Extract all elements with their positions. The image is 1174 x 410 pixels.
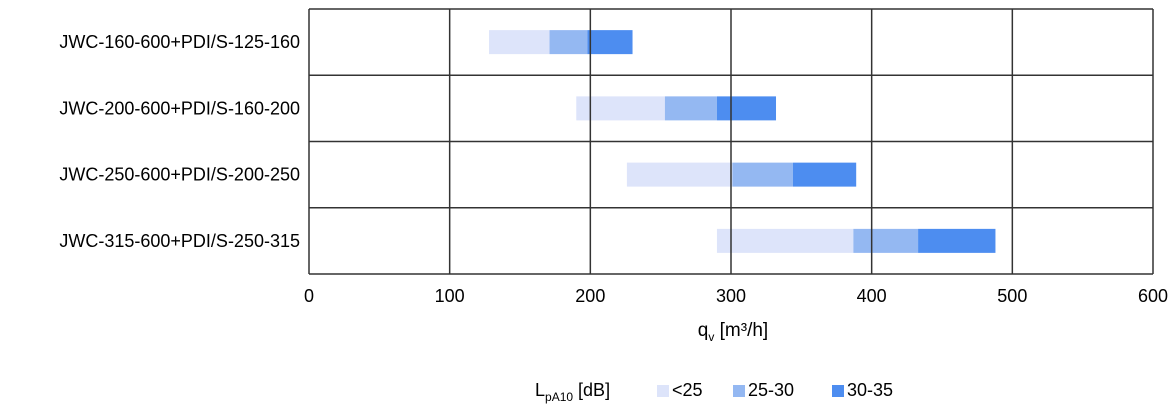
x-tick-label-2: 200: [575, 286, 605, 306]
category-label-2: JWC-200-600+PDI/S-160-200: [59, 98, 300, 118]
grid-lines: [308, 8, 1154, 275]
bar-3-segment-2: [732, 162, 793, 187]
legend-label-1: <25: [672, 380, 703, 400]
bar-3-segment-1: [626, 162, 733, 187]
legend: LpA10 [dB] <25 25-30 30-35: [535, 380, 893, 404]
category-label-1: JWC-160-600+PDI/S-125-160: [59, 32, 300, 52]
bar-1-segment-2: [549, 30, 588, 55]
category-label-3: JWC-250-600+PDI/S-200-250: [59, 165, 300, 185]
x-tick-label-1: 100: [435, 286, 465, 306]
legend-swatch-3: [832, 385, 844, 397]
bar-1-segment-1: [489, 30, 550, 55]
x-tick-label-3: 300: [716, 286, 746, 306]
category-label-4: JWC-315-600+PDI/S-250-315: [59, 231, 300, 251]
legend-swatch-1: [657, 385, 669, 397]
bar-1-segment-3: [587, 30, 633, 55]
legend-swatch-2: [733, 385, 745, 397]
category-labels: JWC-160-600+PDI/S-125-160 JWC-200-600+PDI…: [59, 32, 300, 251]
x-axis-title: qv [m³/h]: [698, 320, 768, 344]
bar-4-segment-2: [853, 228, 919, 253]
x-tick-label-0: 0: [304, 286, 314, 306]
x-tick-label-6: 600: [1138, 286, 1168, 306]
x-tick-label-4: 400: [857, 286, 887, 306]
x-tick-label-5: 500: [997, 286, 1027, 306]
bar-4-segment-1: [716, 228, 854, 253]
legend-title: LpA10 [dB]: [535, 380, 610, 404]
bar-4-segment-3: [918, 228, 996, 253]
bar-2-segment-1: [576, 96, 665, 121]
bar-2-segment-2: [664, 96, 717, 121]
legend-label-3: 30-35: [847, 380, 893, 400]
legend-label-2: 25-30: [748, 380, 794, 400]
bar-2-segment-3: [716, 96, 777, 121]
bar-3-segment-3: [792, 162, 857, 187]
x-tick-labels: 0 100 200 300 400 500 600: [304, 286, 1168, 306]
